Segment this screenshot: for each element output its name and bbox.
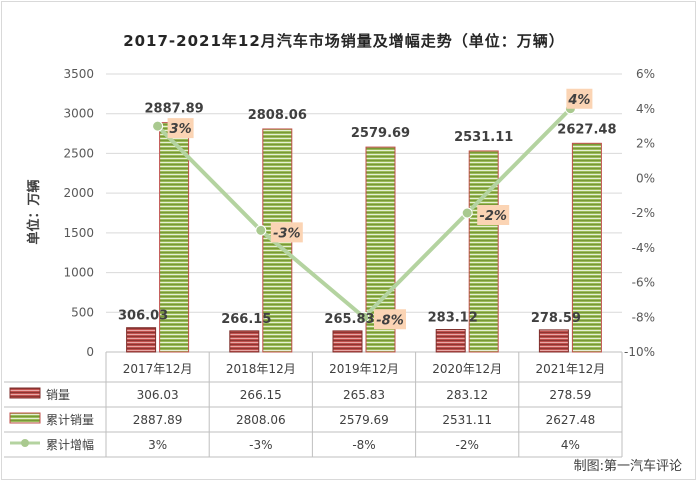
bar-sales [538,329,569,353]
growth-marker [152,120,164,132]
bar-cumulative [159,122,190,353]
label-sales: 266.15 [221,312,271,327]
label-cumulative: 2627.48 [557,122,616,137]
bar-sales [435,329,466,353]
label-sales: 265.83 [324,312,374,327]
table-cell: 2579.69 [339,413,389,427]
table-cell: 3% [148,438,167,452]
growth-label: 4% [567,93,590,108]
table-cell: -3% [249,438,272,452]
table-cell: 278.59 [549,388,591,402]
legend-key-sales [9,387,41,399]
y-tick-label: 1500 [63,226,94,240]
legend-series-name: 累计销量 [46,413,94,427]
table-cell: 4% [561,438,580,452]
table-cell: 2531.11 [442,413,492,427]
y2-axis-ticks: -10% -8% -6% -4% -2% 0% 2% 4% 6% [624,67,655,359]
label-cumulative: 2531.11 [454,130,513,145]
chart-title: 2017-2021年12月汽车市场销量及增幅走势（单位：万辆） [123,32,565,50]
data-table: 2017年12月 2018年12月 2019年12月 2020年12月 2021年12月… [4,352,623,458]
table-cell: 2808.06 [236,413,286,427]
credit-text: 制图:第一汽车评论 [574,458,682,474]
category-label: 2017年12月 [123,362,193,376]
bar-sales [229,330,260,353]
label-sales: 283.12 [428,311,478,326]
table-cell: 306.03 [137,388,179,402]
gridlines [106,73,622,353]
table-cell: 266.15 [240,388,282,402]
growth-label-box [566,88,593,109]
label-sales: 306.03 [118,309,168,324]
growth-label-box [167,118,194,139]
bar-cumulative [571,142,602,353]
label-cumulative: 2887.89 [144,102,203,117]
y2-tick-label: 0% [636,171,655,185]
growth-label-box [270,222,303,243]
legend-key-cumulative [9,412,41,424]
table-cell: 283.12 [446,388,488,402]
y-tick-label: 500 [71,305,94,319]
growth-label: -8% [376,313,403,328]
category-label: 2019年12月 [329,362,399,376]
table-cell: -2% [456,438,479,452]
y-tick-label: 1000 [63,266,94,280]
table-cell: 2627.48 [546,413,596,427]
label-cumulative: 2579.69 [351,126,410,141]
legend-series-name: 销量 [46,388,70,402]
growth-label-box [477,205,510,225]
y-axis-ticks: 0 500 1000 1500 2000 2500 3000 3500 [63,67,94,359]
y2-tick-label: -8% [632,310,655,324]
y-tick-label: 2500 [63,146,94,160]
y2-tick-label: -6% [632,276,655,290]
growth-label: -3% [273,226,300,241]
growth-label-box [374,309,406,330]
y-tick-label: 3500 [63,67,94,81]
y2-tick-label: -10% [624,345,655,359]
y2-tick-label: 6% [636,67,655,81]
category-label: 2018年12月 [226,362,296,376]
growth-label: -2% [479,209,506,224]
label-cumulative: 2808.06 [248,108,307,123]
y2-tick-label: -2% [632,206,655,220]
growth-marker [358,311,370,323]
table-cell: 2887.89 [133,413,183,427]
legend-key-growth-marker [21,439,29,447]
y-tick-label: 3000 [63,107,94,121]
growth-marker [461,207,473,219]
bar-sales [332,330,363,353]
y-tick-label: 0 [86,345,94,359]
y-axis-label: 单位：万辆 [26,179,42,244]
y2-tick-label: -4% [632,241,655,255]
y2-tick-label: 2% [636,137,655,151]
growth-marker [255,224,267,236]
data-labels: 306.03 2887.89 266.15 2808.06 265.83 2579.69 2… [118,88,617,330]
category-label: 2020年12月 [432,362,502,376]
table-cell: 265.83 [343,388,385,402]
y2-tick-label: 4% [636,102,655,116]
legend-series-name: 累计增幅 [46,437,94,452]
table-cell: -8% [352,438,375,452]
growth-label: 3% [170,122,192,137]
bar-sales [126,327,157,353]
category-label: 2021年12月 [535,362,605,376]
label-sales: 278.59 [531,311,581,326]
y-tick-label: 2000 [63,186,94,200]
